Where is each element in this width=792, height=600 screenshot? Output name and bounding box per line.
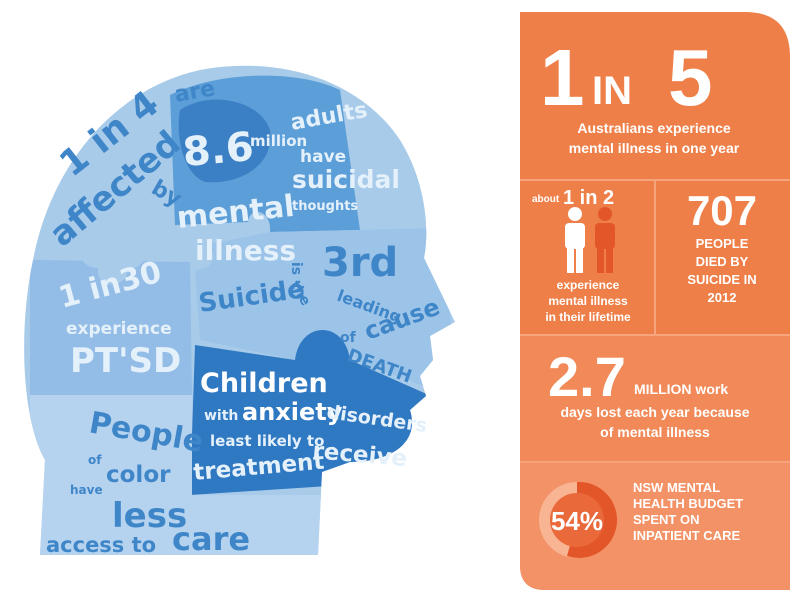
caption: INPATIENT CARE <box>633 528 740 543</box>
person-icon <box>595 207 615 273</box>
piece <box>190 330 440 495</box>
caption: PEOPLE <box>696 236 749 251</box>
word: care <box>172 520 250 558</box>
word: 8.6 <box>181 124 256 176</box>
caption: days lost each year because <box>560 404 749 420</box>
piece <box>195 228 456 400</box>
caption: in their lifetime <box>545 310 631 324</box>
headline-word: IN <box>592 69 632 113</box>
word: experience <box>66 319 172 339</box>
stats-panel: 1 IN 5 Australians experience mental ill… <box>520 12 790 590</box>
word: least likely to <box>210 432 324 450</box>
stat: 54% <box>551 506 603 536</box>
donut-hole <box>550 493 604 547</box>
piece <box>30 260 192 395</box>
word: thoughts <box>292 199 358 214</box>
panel-section <box>520 335 790 462</box>
piece-knob <box>80 220 145 285</box>
caption: NSW MENTAL <box>633 480 720 495</box>
caption: 2012 <box>708 290 737 305</box>
word: anxiety <box>242 398 343 426</box>
caption: Australians experience <box>577 120 731 136</box>
stat: 2.7 <box>548 345 626 408</box>
caption: MILLION work <box>634 381 728 397</box>
word: illness <box>195 234 296 267</box>
headline-number: 5 <box>668 33 713 122</box>
word: million <box>250 132 307 150</box>
word: have <box>300 147 346 167</box>
word: with <box>204 408 238 424</box>
head <box>24 65 456 556</box>
word: 3rd <box>322 240 398 286</box>
person-icon <box>565 207 585 273</box>
caption: experience <box>557 278 620 292</box>
caption: HEALTH BUDGET <box>633 496 743 511</box>
word: less <box>112 496 187 536</box>
word: of <box>340 330 357 346</box>
caption: mental illness in one year <box>569 140 740 156</box>
caption: SUICIDE IN <box>687 272 756 287</box>
caption: about <box>532 194 560 205</box>
word: suicidal <box>292 165 400 194</box>
caption: of mental illness <box>600 424 710 440</box>
caption: mental illness <box>548 294 628 308</box>
piece <box>30 395 330 556</box>
headline-number: 1 <box>540 33 585 122</box>
word: of <box>88 453 102 467</box>
caption: DIED BY <box>696 254 749 269</box>
piece <box>178 99 271 183</box>
word: have <box>70 483 103 497</box>
word: Children <box>200 368 328 399</box>
stat: 1 in 2 <box>563 187 614 209</box>
word: color <box>106 462 171 488</box>
word: PT'SD <box>70 341 181 381</box>
stat: 707 <box>687 187 757 234</box>
caption: SPENT ON <box>633 512 699 527</box>
word: access to <box>46 533 156 557</box>
word: is <box>288 262 304 275</box>
